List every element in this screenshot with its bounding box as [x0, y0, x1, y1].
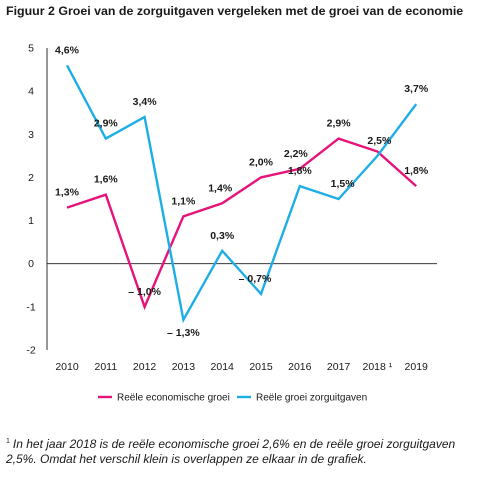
data-label: 1,8% [288, 165, 313, 177]
x-axis: 2010 2011 2012 2013 2014 2015 2016 2017 2018 ¹ 20… [55, 361, 428, 373]
data-label: 2,9% [94, 118, 119, 130]
x-tick-label: 2014 [211, 361, 235, 373]
y-tick-label: -2 [26, 345, 35, 357]
y-tick-label: 2 [28, 172, 34, 184]
data-label: 2,9% [327, 118, 352, 130]
data-label: 1,1% [171, 195, 196, 207]
x-tick-label: 2015 [249, 361, 273, 373]
data-label: 2,2% [284, 148, 309, 160]
footnote-text: In het jaar 2018 is de reële economische… [6, 437, 456, 466]
y-tick-label: 0 [28, 258, 34, 270]
legend-label: Reële groei zorguitgaven [256, 393, 367, 404]
data-label: 3,4% [133, 96, 158, 108]
x-tick-label: 2011 [95, 361, 118, 373]
x-tick-label: 2018 ¹ [363, 361, 393, 373]
legend-label: Reële economische groei [117, 393, 230, 404]
y-tick-label: 3 [28, 129, 34, 141]
legend-item-economische-groei: Reële economische groei [98, 393, 230, 404]
y-tick-label: 4 [28, 86, 34, 98]
data-label: 1,5% [331, 178, 356, 190]
x-tick-label: 2017 [327, 361, 351, 373]
data-label: 1,6% [94, 174, 119, 186]
legend-item-zorguitgaven: Reële groei zorguitgaven [237, 393, 367, 404]
x-tick-label: 2012 [133, 361, 157, 373]
data-labels: 1,3% 1,6% – 1,0% 1,1% 1,4% 2,0% 2,2% 2,9% 1,8% 4,… [55, 44, 429, 339]
data-label: 2,0% [249, 156, 274, 168]
series-line-economische-groei [66, 137, 417, 311]
x-tick-label: 2019 [405, 361, 429, 373]
y-axis: -2 -1 0 1 2 3 4 5 [26, 43, 437, 357]
data-label: – 1,3% [167, 327, 200, 339]
y-tick-label: -1 [26, 301, 35, 313]
chart-title: Figuur 2 Groei van de zorguitgaven verge… [6, 4, 464, 18]
data-label: 1,8% [404, 165, 429, 177]
data-label: 1,4% [208, 182, 233, 194]
x-tick-label: 2013 [172, 361, 196, 373]
y-tick-label: 1 [28, 215, 34, 227]
data-label: 2,5% [367, 135, 392, 147]
data-label: 3,7% [404, 83, 429, 95]
data-label: – 0,7% [239, 273, 272, 285]
y-tick-label: 5 [28, 43, 34, 55]
footnote: 1 In het jaar 2018 is de reële economisch… [6, 434, 468, 467]
data-label: 0,3% [210, 230, 235, 242]
data-label: 4,6% [55, 44, 80, 56]
x-tick-label: 2016 [288, 361, 312, 373]
legend: Reële economische groei Reële groei zorgu… [98, 393, 367, 404]
series-line-zorguitgaven [65, 64, 418, 324]
data-label: – 1,0% [128, 286, 161, 298]
x-tick-label: 2010 [55, 361, 79, 373]
series-layer [65, 64, 418, 324]
footnote-marker: 1 [6, 438, 10, 445]
data-label: 1,3% [55, 187, 80, 199]
